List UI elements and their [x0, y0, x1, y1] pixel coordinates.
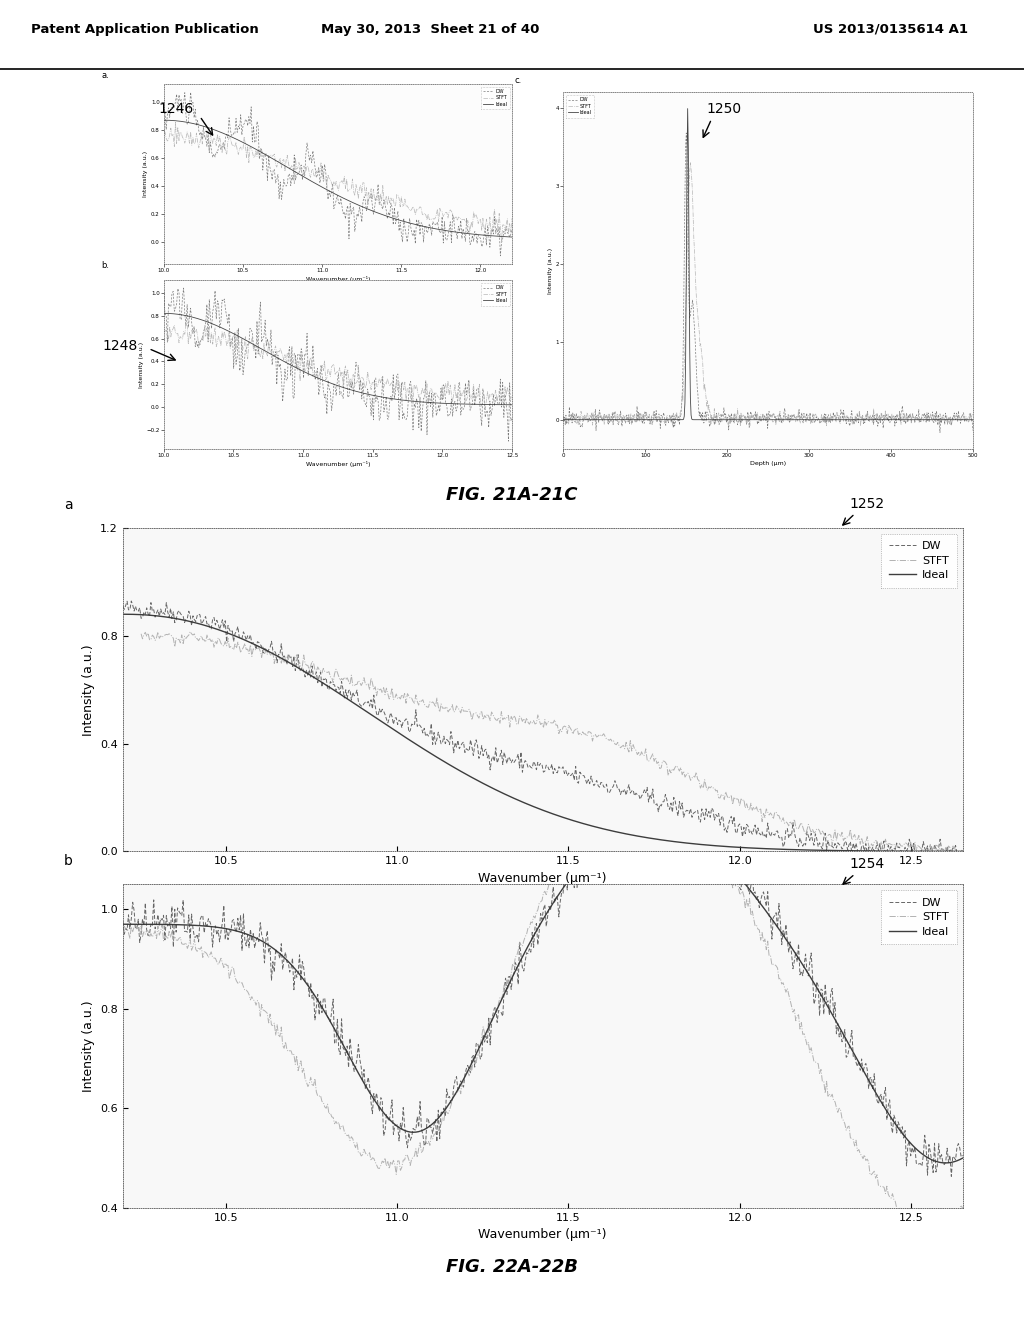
- DW: [117, 913, 129, 929]
- STFT: [956, 1200, 969, 1216]
- Legend: DW, STFT, Ideal: DW, STFT, Ideal: [565, 95, 594, 117]
- Text: 1252: 1252: [850, 496, 885, 511]
- Y-axis label: Intensity (a.u.): Intensity (a.u.): [548, 248, 553, 293]
- Ideal: [751, 891, 763, 907]
- Y-axis label: Intensity (a.u.): Intensity (a.u.): [82, 1001, 94, 1092]
- Ideal: [265, 645, 278, 661]
- Legend: DW, STFT, Ideal: DW, STFT, Ideal: [881, 533, 957, 587]
- Ideal: [333, 685, 345, 701]
- Ideal: [333, 1028, 345, 1044]
- Text: b.: b.: [101, 261, 110, 271]
- Ideal: [956, 1150, 969, 1166]
- Ideal: [117, 916, 129, 932]
- DW: [679, 807, 691, 822]
- Text: c.: c.: [514, 77, 521, 86]
- STFT: [679, 801, 691, 817]
- Y-axis label: Intensity (a.u.): Intensity (a.u.): [143, 150, 148, 197]
- DW: [945, 1168, 957, 1184]
- Text: a.: a.: [101, 71, 109, 81]
- DW: [611, 822, 624, 838]
- X-axis label: Wavenumber (μm⁻¹): Wavenumber (μm⁻¹): [306, 461, 370, 467]
- Text: 1250: 1250: [707, 102, 741, 116]
- Y-axis label: Intensity (a.u.): Intensity (a.u.): [138, 342, 143, 388]
- Line: Ideal: Ideal: [123, 816, 963, 1163]
- Text: FIG. 21A-21C: FIG. 21A-21C: [446, 486, 578, 504]
- STFT: [678, 763, 690, 779]
- Ideal: [611, 824, 624, 840]
- Ideal: [497, 989, 509, 1005]
- Text: b: b: [65, 854, 73, 869]
- Line: DW: DW: [123, 601, 963, 861]
- DW: [334, 685, 346, 701]
- STFT: [749, 801, 761, 817]
- DW: [645, 792, 657, 808]
- STFT: [265, 1016, 278, 1032]
- Legend: DW, STFT, Ideal: DW, STFT, Ideal: [481, 282, 510, 305]
- X-axis label: Depth (μm): Depth (μm): [750, 461, 786, 466]
- STFT: [265, 648, 278, 664]
- STFT: [918, 1214, 930, 1230]
- Text: FIG. 22A-22B: FIG. 22A-22B: [446, 1258, 578, 1276]
- Text: 1248: 1248: [102, 339, 137, 352]
- DW: [751, 892, 763, 908]
- Line: DW: DW: [123, 800, 963, 1176]
- X-axis label: Wavenumber (μm⁻¹): Wavenumber (μm⁻¹): [478, 871, 607, 884]
- Ideal: [497, 785, 509, 801]
- DW: [923, 853, 935, 869]
- Ideal: [117, 606, 129, 622]
- Text: US 2013/0135614 A1: US 2013/0135614 A1: [813, 22, 969, 36]
- STFT: [956, 846, 969, 862]
- Line: STFT: STFT: [141, 632, 963, 858]
- Ideal: [611, 821, 624, 837]
- Legend: DW, STFT, Ideal: DW, STFT, Ideal: [881, 890, 957, 944]
- Ideal: [678, 834, 690, 850]
- Ideal: [265, 939, 278, 954]
- Line: Ideal: Ideal: [123, 614, 963, 851]
- X-axis label: Wavenumber (μm⁻¹): Wavenumber (μm⁻¹): [478, 1228, 607, 1241]
- DW: [498, 744, 510, 760]
- DW: [266, 643, 279, 659]
- DW: [125, 593, 137, 609]
- Text: a: a: [65, 498, 73, 512]
- STFT: [333, 1114, 345, 1130]
- Text: May 30, 2013  Sheet 21 of 40: May 30, 2013 Sheet 21 of 40: [321, 22, 540, 36]
- Text: Patent Application Publication: Patent Application Publication: [31, 22, 258, 36]
- STFT: [497, 986, 509, 1002]
- Ideal: [940, 1155, 952, 1171]
- STFT: [117, 919, 129, 935]
- Ideal: [648, 808, 660, 824]
- Text: 1246: 1246: [159, 102, 194, 116]
- DW: [333, 1041, 345, 1057]
- DW: [751, 826, 763, 842]
- STFT: [633, 770, 645, 785]
- Legend: DW, STFT, Ideal: DW, STFT, Ideal: [481, 87, 510, 110]
- Ideal: [679, 817, 691, 833]
- STFT: [497, 711, 509, 727]
- Y-axis label: Intensity (a.u.): Intensity (a.u.): [82, 644, 94, 735]
- X-axis label: Wavenumber (μm⁻¹): Wavenumber (μm⁻¹): [306, 276, 370, 282]
- STFT: [611, 779, 624, 795]
- Ideal: [749, 841, 761, 857]
- DW: [613, 781, 626, 797]
- DW: [956, 841, 969, 857]
- Line: STFT: STFT: [123, 777, 963, 1222]
- DW: [679, 805, 691, 821]
- DW: [265, 973, 278, 989]
- Ideal: [956, 843, 969, 859]
- DW: [117, 598, 129, 614]
- STFT: [751, 917, 763, 933]
- DW: [956, 1147, 969, 1163]
- STFT: [611, 734, 624, 750]
- STFT: [333, 668, 345, 684]
- Text: 1254: 1254: [850, 857, 885, 871]
- DW: [497, 1008, 509, 1024]
